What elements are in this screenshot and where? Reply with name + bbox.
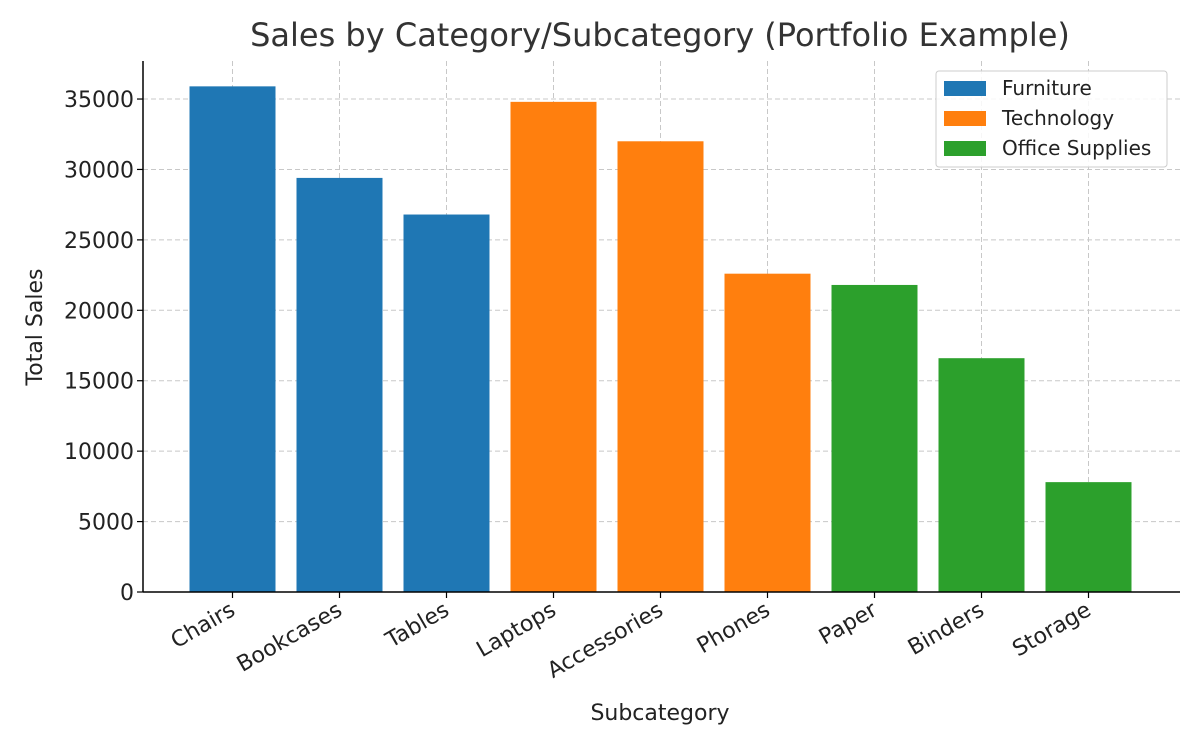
x-tick-label: Chairs [167, 598, 240, 654]
y-tick-label: 35000 [64, 88, 134, 113]
x-tick-label: Storage [1008, 598, 1095, 663]
x-tick-label: Bookcases [233, 598, 347, 678]
y-tick-label: 0 [120, 581, 134, 606]
y-tick-label: 25000 [64, 229, 134, 254]
x-tick-label: Accessories [543, 598, 667, 684]
x-tick-label: Laptops [472, 598, 560, 663]
x-tick-label: Binders [904, 598, 989, 661]
bar-binders [938, 358, 1025, 592]
y-tick-label: 20000 [64, 299, 134, 324]
bar-phones [724, 273, 811, 592]
legend-swatch [944, 111, 986, 126]
legend-frame [935, 70, 1168, 168]
legend: Furniture Technology Office Supplies [935, 70, 1168, 168]
y-tick-label: 5000 [78, 511, 134, 536]
x-tick-label: Phones [693, 598, 774, 659]
legend-label: Furniture [1002, 76, 1092, 100]
legend-swatch [944, 141, 986, 156]
bar-laptops [510, 101, 597, 592]
legend-swatch [944, 81, 986, 96]
bar-accessories [617, 141, 704, 592]
y-tick-labels: 0 5000 10000 15000 20000 25000 30000 35000 [64, 88, 134, 606]
bars [189, 86, 1132, 592]
chart-title: Sales by Category/Subcategory (Portfolio… [250, 16, 1070, 54]
bar-tables [403, 214, 490, 592]
x-tick-label: Paper [815, 597, 882, 650]
bar-chairs [189, 86, 276, 592]
y-tick-label: 30000 [64, 158, 134, 183]
bar-paper [831, 284, 918, 592]
y-axis-label: Total Sales [23, 269, 48, 387]
legend-label: Technology [1001, 106, 1114, 130]
axes [137, 61, 1180, 598]
y-tick-label: 15000 [64, 370, 134, 395]
legend-label: Office Supplies [1002, 136, 1151, 160]
y-tick-label: 10000 [64, 440, 134, 465]
x-tick-label: Tables [381, 598, 454, 654]
x-axis-label: Subcategory [590, 701, 729, 726]
bar-storage [1045, 482, 1132, 592]
bar-bookcases [296, 177, 383, 592]
